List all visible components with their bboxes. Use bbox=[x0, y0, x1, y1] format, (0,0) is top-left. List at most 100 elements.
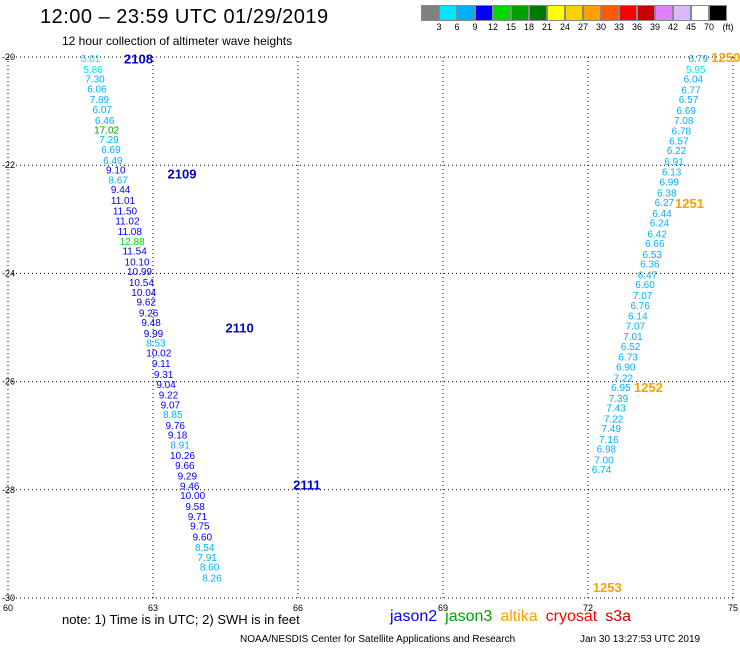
wave-height-point: 6.60 bbox=[635, 280, 655, 291]
satellite-legend: jason2 jason3 altika cryosat s3a bbox=[390, 608, 639, 626]
wave-height-point: 9.48 bbox=[141, 318, 161, 329]
wave-height-point: 5.86 bbox=[83, 65, 103, 76]
scale-label: 3 bbox=[436, 22, 442, 32]
pass-number-label: 2110 bbox=[226, 321, 254, 336]
scale-swatch bbox=[655, 5, 673, 21]
scale-swatch bbox=[619, 5, 637, 21]
wave-height-point: 9.62 bbox=[136, 298, 156, 309]
scale-label: 42 bbox=[667, 22, 678, 32]
wave-height-point: 6.07 bbox=[93, 105, 113, 116]
scale-swatch bbox=[709, 5, 727, 21]
wave-height-point: 11.08 bbox=[118, 227, 143, 238]
y-tick-label: -24 bbox=[2, 268, 15, 278]
wave-height-point: 6.73 bbox=[618, 353, 638, 364]
scale-label: 39 bbox=[649, 22, 660, 32]
wave-height-point: 10.99 bbox=[127, 267, 152, 278]
legend-cryosat: cryosat bbox=[545, 608, 598, 625]
wave-height-point: 6.24 bbox=[650, 219, 670, 230]
units-note: note: 1) Time is in UTC; 2) SWH is in fe… bbox=[62, 612, 300, 627]
wave-height-point: 6.49 bbox=[103, 156, 123, 167]
wave-height-point: 10.26 bbox=[170, 451, 195, 462]
scale-label: 33 bbox=[613, 22, 624, 32]
scale-label: 70 bbox=[703, 22, 714, 32]
wave-height-point: 6.76 bbox=[630, 301, 650, 312]
wave-height-point: 6.42 bbox=[647, 229, 667, 240]
wave-height-point: 6.44 bbox=[652, 209, 672, 220]
scale-swatch bbox=[421, 5, 439, 21]
wave-height-point: 9.04 bbox=[156, 380, 176, 391]
wave-height-point: 6.91 bbox=[664, 157, 684, 168]
scale-label: 21 bbox=[541, 22, 552, 32]
wave-height-point: 5.01 bbox=[81, 54, 101, 65]
scale-swatch bbox=[475, 5, 493, 21]
wave-height-point: 5.95 bbox=[686, 65, 706, 76]
wave-height-point: 9.75 bbox=[190, 522, 210, 533]
wave-height-point: 8.26 bbox=[202, 573, 222, 584]
wave-height-point: 9.66 bbox=[175, 461, 195, 472]
wave-height-point: 6.14 bbox=[628, 312, 648, 323]
wave-height-point: 12.88 bbox=[120, 237, 145, 248]
generation-timestamp: Jan 30 13:27:53 UTC 2019 bbox=[580, 634, 701, 645]
wave-height-point: 6.69 bbox=[676, 106, 696, 117]
scale-swatch bbox=[511, 5, 529, 21]
wave-height-point: 7.01 bbox=[623, 332, 643, 343]
scale-swatch bbox=[601, 5, 619, 21]
wave-height-point: 9.60 bbox=[193, 532, 213, 543]
y-tick-label: -20 bbox=[2, 52, 15, 62]
pass-number-label: 2111 bbox=[293, 477, 321, 492]
wave-height-point: 7.49 bbox=[601, 424, 621, 435]
pass-number-label: 1251 bbox=[675, 196, 704, 211]
x-tick-label: 72 bbox=[583, 603, 593, 613]
wave-height-point: 11.02 bbox=[115, 216, 140, 227]
wave-height-point: 6.79 bbox=[688, 54, 708, 65]
wave-height-point: 8.67 bbox=[108, 175, 128, 186]
x-tick-label: 69 bbox=[438, 603, 448, 613]
scale-label: 36 bbox=[631, 22, 642, 32]
scale-swatch bbox=[583, 5, 601, 21]
scale-label: 30 bbox=[595, 22, 606, 32]
wave-height-point: 10.02 bbox=[146, 348, 171, 359]
pass-number-label: 1250 bbox=[711, 50, 740, 65]
wave-height-point: 6.78 bbox=[672, 127, 692, 138]
wave-height-point: 9.29 bbox=[178, 472, 198, 483]
wave-height-point: 7.39 bbox=[609, 394, 629, 405]
wave-height-point: 17.02 bbox=[94, 125, 119, 136]
scale-label: 18 bbox=[523, 22, 534, 32]
wave-height-point: 7.22 bbox=[614, 373, 634, 384]
wave-height-point: 9.99 bbox=[144, 329, 164, 340]
scale-label: 6 bbox=[454, 22, 460, 32]
scale-label: 12 bbox=[487, 22, 498, 32]
wave-height-point: 10.00 bbox=[180, 491, 205, 502]
wave-height-point: 8.54 bbox=[195, 543, 215, 554]
y-tick-label: -28 bbox=[2, 485, 15, 495]
x-tick-label: 75 bbox=[728, 603, 738, 613]
scale-swatch bbox=[439, 5, 457, 21]
wave-height-point: 7.29 bbox=[99, 135, 119, 146]
wave-height-point: 9.07 bbox=[161, 400, 181, 411]
wave-height-point: 6.69 bbox=[101, 145, 121, 156]
x-tick-label: 60 bbox=[3, 603, 13, 613]
wave-height-point: 6.77 bbox=[681, 85, 701, 96]
legend-altika: altika bbox=[500, 608, 538, 625]
pass-number-label: 1252 bbox=[634, 380, 663, 395]
wave-height-point: 10.04 bbox=[131, 288, 156, 299]
wave-height-point: 7.07 bbox=[633, 291, 653, 302]
scale-swatch bbox=[529, 5, 547, 21]
wave-height-point: 7.22 bbox=[604, 414, 624, 425]
y-tick-label: -26 bbox=[2, 377, 15, 387]
wave-height-point: 9.31 bbox=[154, 370, 174, 381]
scale-swatch bbox=[457, 5, 475, 21]
scale-swatch bbox=[493, 5, 511, 21]
wave-height-point: 6.98 bbox=[597, 445, 617, 456]
y-tick-label: -30 bbox=[2, 593, 15, 603]
wave-height-point: 6.90 bbox=[616, 362, 636, 373]
chart-title: 12:00 – 23:59 UTC 01/29/2019 bbox=[40, 6, 329, 28]
wave-height-point: 8.53 bbox=[146, 339, 166, 350]
wave-height-point: 6.74 bbox=[592, 465, 612, 476]
wave-height-point: 9.44 bbox=[111, 185, 131, 196]
scale-swatch bbox=[565, 5, 583, 21]
wave-height-point: 10.10 bbox=[125, 257, 150, 268]
wave-height-point: 9.46 bbox=[180, 481, 200, 492]
wave-height-point: 7.91 bbox=[197, 553, 217, 564]
wave-height-point: 9.22 bbox=[159, 391, 179, 402]
